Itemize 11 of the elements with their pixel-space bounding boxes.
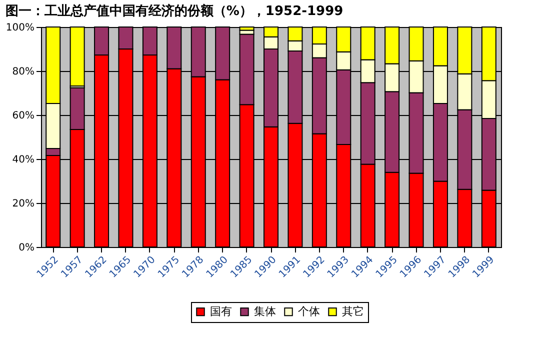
y-tick-label: 40% bbox=[12, 154, 34, 166]
y-tick-label: 20% bbox=[12, 198, 34, 210]
legend-label: 其它 bbox=[342, 304, 364, 318]
chart-title: 图一：工业总产值中国有经济的份额（%），1952-1999 bbox=[5, 3, 344, 19]
y-tick-label: 80% bbox=[12, 66, 34, 78]
y-tick-label: 60% bbox=[12, 110, 34, 122]
legend-label: 个体 bbox=[298, 304, 320, 318]
legend-label: 集体 bbox=[254, 304, 276, 318]
y-tick-label: 0% bbox=[18, 242, 34, 254]
y-tick-label: 100% bbox=[6, 22, 34, 34]
legend-label: 国有 bbox=[210, 304, 232, 318]
